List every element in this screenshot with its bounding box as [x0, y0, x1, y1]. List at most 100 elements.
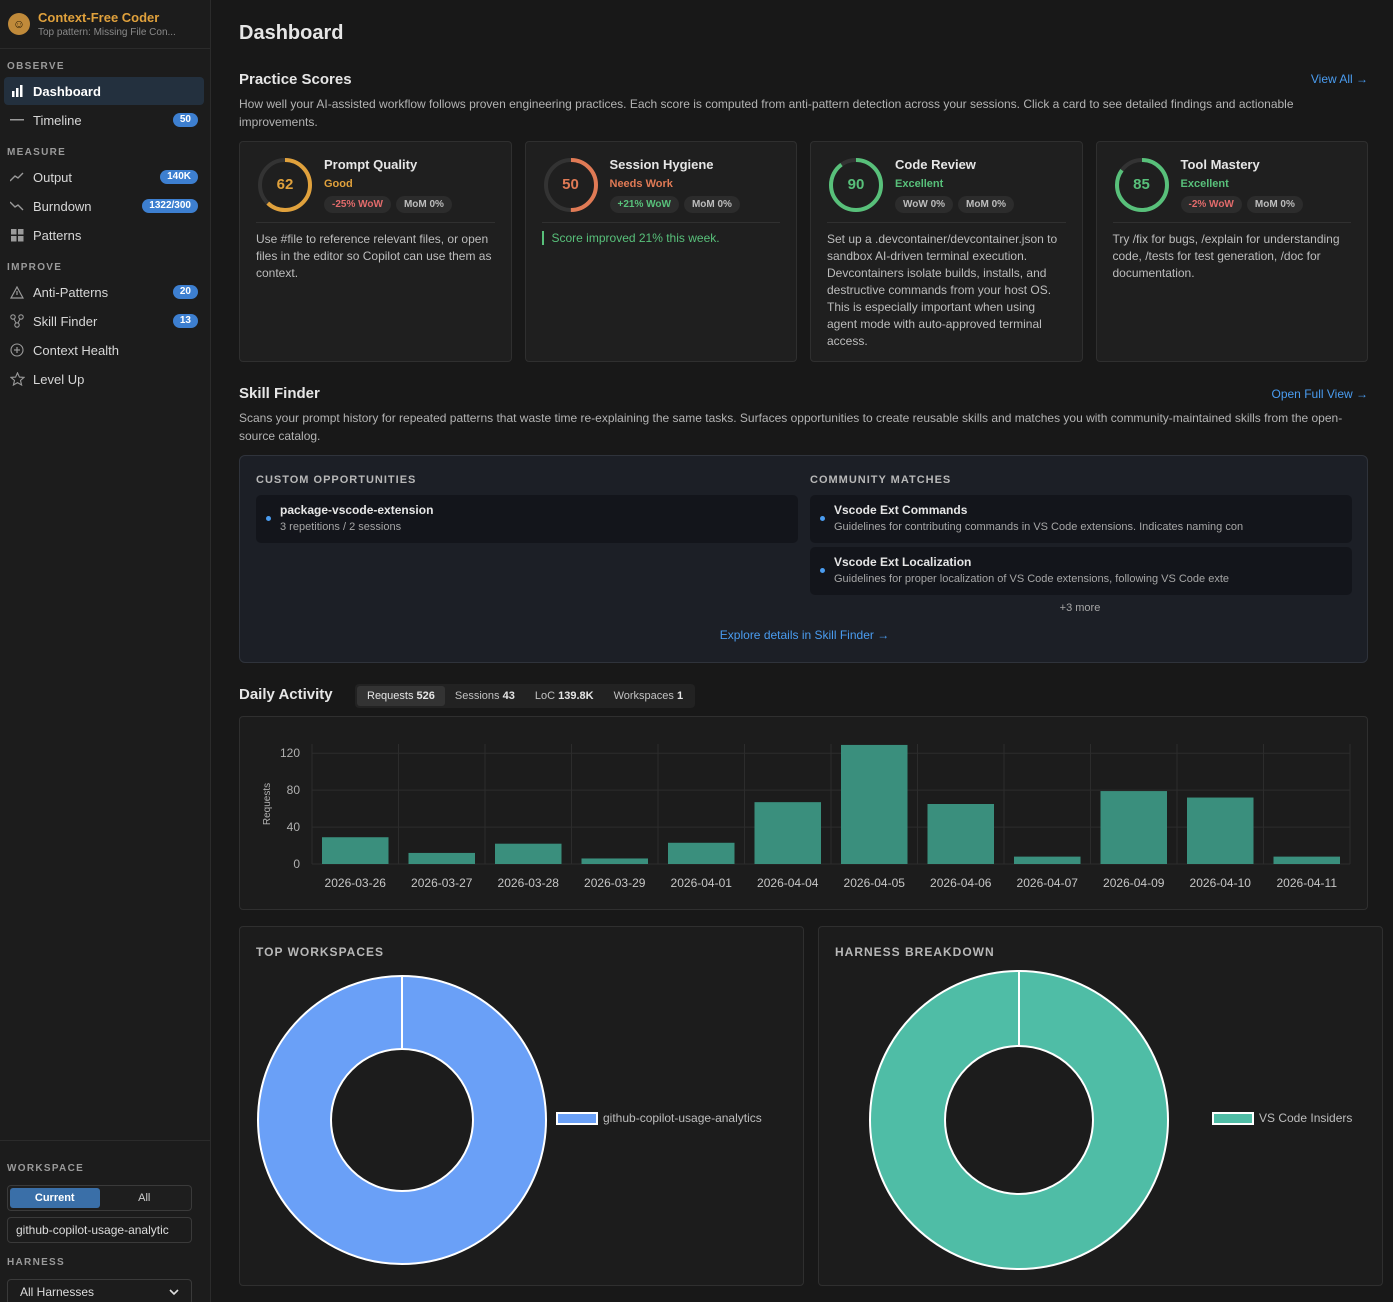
- count-badge: 50: [172, 113, 198, 127]
- card-status: Good: [324, 178, 353, 190]
- bar: [841, 744, 908, 864]
- score-ring: 50: [542, 156, 600, 214]
- page-title: Dashboard: [239, 22, 344, 44]
- x-tick-label: 2026-04-07: [1017, 876, 1079, 890]
- daily-activity-title: Daily Activity: [239, 686, 333, 703]
- brand-title: Context-Free Coder: [38, 10, 160, 25]
- star-icon: [9, 371, 25, 387]
- workspace-toggle: Current All: [7, 1185, 192, 1211]
- sidebar-item-label: Patterns: [33, 227, 82, 243]
- score-card[interactable]: 90 Code Review Excellent WoW 0% MoM 0% S…: [810, 141, 1083, 362]
- x-tick-label: 2026-04-05: [844, 876, 906, 890]
- x-tick-label: 2026-04-10: [1190, 876, 1252, 890]
- count-badge: 13: [172, 314, 198, 328]
- wow-pill: +21% WoW: [609, 196, 679, 213]
- bullet-dot-icon: [820, 568, 825, 573]
- community-matches-heading: COMMUNITY MATCHES: [810, 474, 952, 486]
- sidebar-item-anti-patterns[interactable]: Anti-Patterns 20: [4, 278, 204, 306]
- tab-sessions[interactable]: Sessions 43: [454, 690, 515, 702]
- wow-pill: -25% WoW: [324, 196, 391, 213]
- practice-scores-description: How well your AI-assisted workflow follo…: [239, 97, 1294, 129]
- card-body: Try /fix for bugs, /explain for understa…: [1112, 232, 1340, 280]
- brand[interactable]: ☺ Context-Free Coder Top pattern: Missin…: [0, 0, 210, 49]
- sidebar-item-burndown[interactable]: Burndown 1322/300: [4, 192, 204, 220]
- chevron-down-icon: [169, 1280, 179, 1302]
- y-tick-label: 40: [287, 820, 301, 834]
- y-tick-label: 0: [293, 857, 300, 871]
- score-value: 62: [276, 176, 294, 193]
- bar: [1014, 856, 1081, 864]
- x-tick-label: 2026-03-28: [498, 876, 560, 890]
- card-body: Use #file to reference relevant files, o…: [256, 232, 492, 280]
- x-tick-label: 2026-03-29: [584, 876, 646, 890]
- count-badge: 140K: [160, 170, 198, 184]
- workspace-current-button[interactable]: Current: [10, 1188, 100, 1208]
- explore-skill-finder-link[interactable]: Explore details in Skill Finder →: [719, 628, 890, 642]
- score-cards: 62 Prompt Quality Good -25% WoW MoM 0% U…: [239, 141, 1368, 362]
- section-observe: OBSERVE: [7, 61, 65, 72]
- section-measure: MEASURE: [7, 147, 67, 158]
- sidebar-item-level-up[interactable]: Level Up: [4, 365, 204, 393]
- workspace-field[interactable]: github-copilot-usage-analytic: [7, 1217, 192, 1243]
- brand-subtitle: Top pattern: Missing File Con...: [38, 27, 176, 38]
- skill-finder-title: Skill Finder: [239, 385, 320, 402]
- opportunity-subtitle: 3 repetitions / 2 sessions: [280, 521, 402, 533]
- x-tick-label: 2026-03-26: [325, 876, 387, 890]
- x-tick-label: 2026-04-09: [1103, 876, 1165, 890]
- more-matches-link[interactable]: +3 more: [1059, 602, 1101, 614]
- card-status: Needs Work: [609, 178, 673, 190]
- workspace-all-button[interactable]: All: [138, 1192, 151, 1204]
- bar: [1100, 791, 1167, 864]
- sidebar-item-timeline[interactable]: Timeline 50: [4, 106, 204, 134]
- sidebar-item-label: Skill Finder: [33, 313, 98, 329]
- harness-breakdown-panel: HARNESS BREAKDOWN VS Code Insiders: [818, 926, 1383, 1286]
- sidebar-item-skill-finder[interactable]: Skill Finder 13: [4, 307, 204, 335]
- plus-circle-icon: [9, 342, 25, 358]
- sidebar-item-label: Dashboard: [33, 83, 101, 99]
- trend-up-icon: [9, 169, 25, 185]
- sidebar-item-label: Burndown: [33, 198, 92, 214]
- daily-activity-chart-panel: 0 40 80 120 Requests 2026-03-26 2026-03-27 2026…: [239, 716, 1368, 910]
- card-title: Code Review: [895, 157, 976, 172]
- score-ring: 90: [827, 156, 885, 214]
- warning-icon: [9, 284, 25, 300]
- activity-tabs: Requests 526 Sessions 43 LoC 139.8K Work…: [355, 684, 696, 708]
- tab-workspaces[interactable]: Workspaces 1: [613, 690, 684, 702]
- view-all-link[interactable]: View All →: [1310, 72, 1368, 86]
- skill-finder-panel: CUSTOM OPPORTUNITIES COMMUNITY MATCHES p…: [239, 455, 1368, 663]
- card-status: Excellent: [1180, 178, 1229, 190]
- top-workspaces-panel: TOP WORKSPACES github-copilot-usage-anal…: [239, 926, 804, 1286]
- harness-breakdown-heading: HARNESS BREAKDOWN: [835, 945, 995, 959]
- sidebar-item-label: Anti-Patterns: [33, 284, 109, 300]
- slice-border: [944, 1045, 1094, 1195]
- sidebar-filters: WORKSPACE Current All github-copilot-usa…: [0, 1140, 210, 1302]
- nodes-icon: [9, 313, 25, 329]
- donut-legend: VS Code Insiders: [1212, 1111, 1352, 1125]
- skill-finder-description: Scans your prompt history for repeated p…: [239, 411, 1343, 443]
- top-workspaces-heading: TOP WORKSPACES: [256, 945, 385, 959]
- score-card[interactable]: 50 Session Hygiene Needs Work +21% WoW M…: [524, 141, 797, 362]
- score-card[interactable]: 62 Prompt Quality Good -25% WoW MoM 0% U…: [239, 141, 512, 362]
- wow-pill: WoW 0%: [895, 196, 954, 213]
- bar: [668, 842, 735, 864]
- legend-label: VS Code Insiders: [1259, 1111, 1353, 1125]
- sidebar-item-patterns[interactable]: Patterns: [4, 221, 204, 249]
- harness-select[interactable]: All Harnesses: [7, 1279, 192, 1302]
- mom-pill: MoM 0%: [683, 196, 740, 213]
- y-tick-label: 120: [280, 746, 300, 760]
- tab-requests[interactable]: Requests 526: [357, 686, 445, 706]
- open-full-view-link[interactable]: Open Full View →: [1271, 387, 1369, 401]
- community-match-item[interactable]: Vscode Ext Commands Guidelines for contr…: [810, 495, 1352, 543]
- sidebar-item-dashboard[interactable]: Dashboard: [4, 77, 204, 105]
- card-title: Tool Mastery: [1180, 157, 1260, 172]
- tab-loc[interactable]: LoC 139.8K: [534, 690, 594, 702]
- sidebar-item-context-health[interactable]: Context Health: [4, 336, 204, 364]
- score-card[interactable]: 85 Tool Mastery Excellent -2% WoW MoM 0%…: [1095, 141, 1368, 362]
- community-match-item[interactable]: Vscode Ext Localization Guidelines for p…: [810, 547, 1352, 595]
- mom-pill: MoM 0%: [395, 196, 452, 213]
- harness-label: HARNESS: [7, 1257, 65, 1268]
- sidebar-item-output[interactable]: Output 140K: [4, 163, 204, 191]
- sidebar-item-label: Context Health: [33, 342, 119, 358]
- x-tick-label: 2026-04-01: [671, 876, 733, 890]
- custom-opportunity-item[interactable]: package-vscode-extension 3 repetitions /…: [256, 495, 798, 543]
